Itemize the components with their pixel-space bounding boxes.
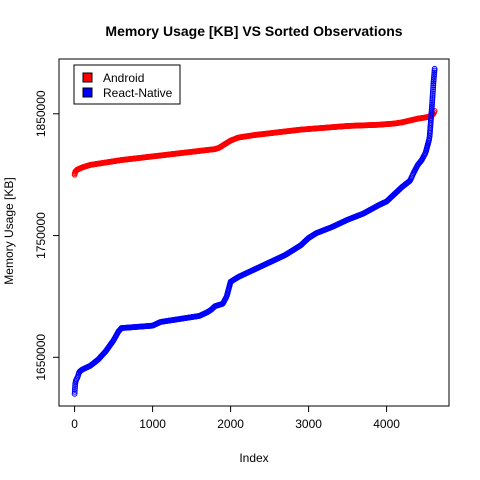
y-tick-label: 1650000 xyxy=(34,334,48,381)
x-axis-label: Index xyxy=(239,451,268,465)
data-point xyxy=(429,90,436,96)
y-axis: 1650000 1750000 1850000 xyxy=(34,90,59,381)
x-axis: 0 1000 2000 3000 4000 xyxy=(71,406,400,431)
legend-box xyxy=(73,64,181,105)
series-react-native xyxy=(71,65,438,397)
x-tick-label: 1000 xyxy=(139,417,166,431)
data-point xyxy=(72,385,78,391)
data-point xyxy=(430,88,436,95)
data-point xyxy=(429,97,436,104)
data-point xyxy=(429,96,436,102)
data-point xyxy=(430,84,437,91)
legend-swatch-android xyxy=(82,72,93,83)
x-tick-label: 4000 xyxy=(373,417,400,431)
x-tick-label: 2000 xyxy=(217,417,244,431)
y-axis-label: Memory Usage [KB] xyxy=(2,177,16,284)
data-point xyxy=(71,388,78,395)
data-point xyxy=(430,86,436,93)
data-point xyxy=(429,99,436,106)
plot-frame xyxy=(58,58,450,407)
data-point xyxy=(72,383,78,389)
plot-layer xyxy=(71,65,438,397)
data-point xyxy=(429,94,436,100)
legend-swatch-react-native xyxy=(82,87,93,98)
series-android xyxy=(71,107,438,178)
legend: Android React-Native xyxy=(73,64,181,105)
data-point xyxy=(430,82,437,89)
data-point xyxy=(431,65,438,72)
chart-title: Memory Usage [KB] VS Sorted Observations xyxy=(105,23,402,39)
data-point xyxy=(429,92,436,98)
y-tick-label: 1750000 xyxy=(34,212,48,259)
x-tick-label: 3000 xyxy=(295,417,322,431)
legend-label-android: Android xyxy=(103,71,144,85)
data-point xyxy=(71,390,78,397)
legend-label-react-native: React-Native xyxy=(103,86,173,100)
x-tick-label: 0 xyxy=(71,417,78,431)
y-tick-label: 1850000 xyxy=(34,90,48,137)
data-point xyxy=(71,387,78,393)
